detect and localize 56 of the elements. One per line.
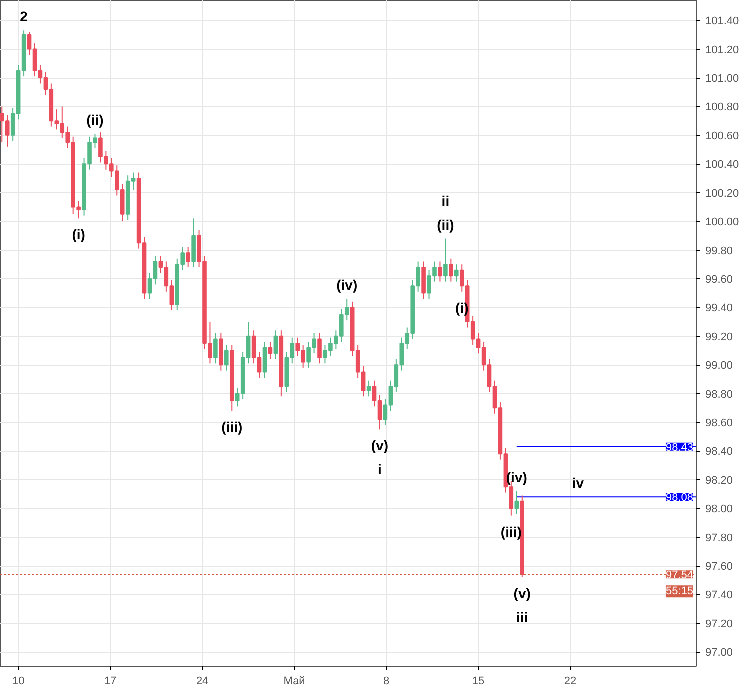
annotation: 55:15	[666, 586, 694, 598]
y-tick-label: 97.60	[706, 561, 734, 574]
annotation: (i)	[72, 226, 86, 243]
y-tick-label: 99.60	[706, 274, 734, 286]
y-tick-label: 100.20	[706, 188, 740, 200]
x-tick-label: 15	[472, 676, 485, 688]
candlestick	[444, 238, 448, 282]
y-tick-label: 100.00	[706, 216, 740, 229]
annotation: iv	[572, 475, 584, 492]
candlestick	[514, 490, 520, 515]
x-tick-label: 22	[564, 676, 577, 688]
y-tick-label: 100.60	[706, 130, 740, 142]
candlestick	[366, 380, 372, 398]
annotation: (ii)	[86, 112, 104, 128]
y-tick-label: 98.20	[706, 474, 734, 487]
y-tick-label: 99.00	[706, 360, 734, 372]
y-tick-label: 97.40	[706, 590, 734, 602]
y-tick-label: 100.80	[706, 102, 740, 114]
candlestick	[449, 258, 454, 282]
y-tick-label: 101.00	[706, 73, 740, 86]
y-tick-label: 99.20	[706, 331, 734, 344]
y-tick-label: 99.40	[706, 302, 734, 315]
candlestick	[438, 261, 442, 282]
y-tick-label: 98.40	[706, 446, 734, 458]
y-tick-label: 97.20	[706, 618, 734, 630]
y-tick-label: 101.20	[706, 44, 740, 56]
x-tick-label: 10	[12, 676, 25, 688]
candlestick	[214, 333, 218, 364]
y-tick-label: 97.00	[706, 647, 734, 660]
annotation: (iv)	[336, 277, 358, 294]
x-tick-label: 17	[104, 676, 117, 688]
candlestick	[224, 344, 229, 372]
y-tick-label: 100.40	[706, 159, 740, 172]
x-tick-label: 24	[196, 676, 209, 688]
annotation: (v)	[514, 586, 531, 602]
y-tick-label: 97.80	[706, 532, 734, 544]
annotation: 2	[20, 8, 28, 25]
annotation: (ii)	[437, 216, 454, 233]
ref-line-label: 98.43	[666, 442, 694, 454]
annotation: (v)	[371, 438, 389, 454]
annotation: iii	[516, 610, 528, 626]
x-tick-label: Май	[284, 676, 306, 688]
candlestick	[274, 330, 278, 360]
annotation: i	[378, 462, 382, 478]
y-tick-label: 99.80	[706, 245, 734, 258]
x-tick-label: 8	[384, 676, 390, 688]
y-tick-label: 98.60	[706, 417, 734, 430]
candlestick	[454, 264, 459, 282]
y-tick-label: 98.00	[706, 504, 734, 516]
y-tick-label: 98.80	[706, 388, 734, 401]
y-tick-label: 101.40	[706, 16, 740, 28]
annotation: (iii)	[222, 419, 243, 436]
candlestick	[268, 342, 273, 360]
annotation: ii	[442, 192, 450, 209]
candlestick	[318, 333, 322, 364]
candlestick	[186, 246, 190, 268]
